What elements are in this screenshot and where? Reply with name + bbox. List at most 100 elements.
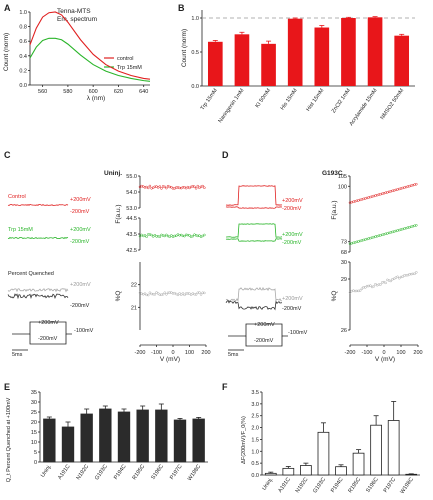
c-quench-point-20 <box>171 292 175 295</box>
d-xtick-label-4: 200 <box>413 350 422 356</box>
e-category-label-2: N192C <box>76 464 91 481</box>
d-quench-point-35 <box>408 273 411 276</box>
e-ytick-label-2: 10 <box>31 440 37 446</box>
c-trp-point-22 <box>175 234 178 238</box>
c-trp-point-26 <box>181 234 185 238</box>
d-quench-point-12 <box>369 284 372 287</box>
c-control-point-18 <box>168 185 171 189</box>
e-ytick-label-0: 0 <box>34 460 37 466</box>
c-quench-point-3 <box>143 292 147 295</box>
c-quench-point-15 <box>163 291 166 294</box>
f-category-label-4: P194C <box>330 477 345 494</box>
c-quench-point-39 <box>203 291 206 295</box>
b-ytick-label-0: 0.0 <box>191 84 199 90</box>
c-trp-point-18 <box>168 235 171 239</box>
c-upper-bottom-ytick-label-1: 43.5 <box>126 232 137 238</box>
panel-a-xlabel: λ (nm) <box>87 95 105 102</box>
f-bar-8 <box>405 473 418 476</box>
f-bar-4 <box>335 466 347 476</box>
b-bar-3 <box>287 18 303 86</box>
c-quench-point-23 <box>176 293 180 297</box>
c-quench-point-33 <box>193 292 196 296</box>
c-upper-bottom-ytick-label-0: 42.5 <box>126 248 137 254</box>
b-bar-7 <box>394 35 410 86</box>
d-quench-point-37 <box>411 272 415 276</box>
c-control-point-6 <box>148 184 152 188</box>
c-quench-point-25 <box>180 293 183 296</box>
f-bar-2 <box>300 465 312 476</box>
c-trace-trp <box>7 236 69 240</box>
d-quench-point-24 <box>389 279 393 283</box>
c-xtick-label-4: 200 <box>201 350 210 356</box>
c-upper-top-ytick-label-0: 53.0 <box>126 206 137 212</box>
e-bar-6 <box>155 409 168 463</box>
d-quench-point-39 <box>415 271 418 274</box>
a-ytick-label-0: 0.0 <box>19 83 27 89</box>
panel-letter-b: B <box>178 3 185 13</box>
b-category-label-6: Acrylamide 15mM <box>349 87 379 127</box>
f-ytick-label-7: 3.5 <box>251 390 259 396</box>
c-trp-point-5 <box>147 233 150 236</box>
c-quench-point-34 <box>194 293 198 296</box>
b-category-label-4: Hist 15mM <box>305 87 325 112</box>
e-category-label-7: P197C <box>169 464 184 481</box>
e-category-label-8: W198C <box>187 464 202 482</box>
c-xtick-label-3: 100 <box>185 350 194 356</box>
c-trp-point-39 <box>203 233 206 237</box>
c-protocol-step-down <box>29 334 67 345</box>
d-trace-control-down <box>225 206 283 209</box>
e-ytick-label-5: 25 <box>31 410 37 416</box>
d-quench-point-31 <box>401 275 404 278</box>
c-upper-top-ytick-label-2: 55.0 <box>126 174 137 180</box>
d-xtick-label-3: 100 <box>396 350 405 356</box>
c-trace-control <box>7 203 69 206</box>
c-control-point-33 <box>193 185 196 189</box>
c-trp-plus200: +200mV <box>70 227 91 233</box>
d-trace-trp-down <box>225 238 283 242</box>
c-control-point-24 <box>178 186 181 190</box>
f-bar-0 <box>264 472 277 476</box>
c-quench-point-37 <box>199 293 203 296</box>
d-quench-point-32 <box>403 274 406 277</box>
f-ytick-label-2: 1.0 <box>251 449 259 455</box>
c-lower-ytick-label-1: 22 <box>131 283 137 289</box>
c-upper-top-ytick-label-1: 54.0 <box>126 190 137 196</box>
f-ytick-label-1: 0.5 <box>251 461 259 467</box>
c-quench-point-7 <box>150 292 153 296</box>
f-ytick-label-0: 0.0 <box>251 473 259 479</box>
c-lower-ylabel: %Q <box>115 291 122 302</box>
c-quench-point-5 <box>147 293 150 297</box>
f-category-label-7: P197C <box>383 477 398 494</box>
c-control-point-26 <box>181 186 185 189</box>
d-trace-quenched <box>225 299 283 311</box>
b-bar-5 <box>341 18 356 86</box>
c-q-plus200: +200mV <box>70 282 91 288</box>
a-series-line-0 <box>29 11 151 80</box>
panel-b-chart: Count (norm) 0.0 0.5 1.0 Trp 15mMNaringenin… <box>181 10 415 127</box>
c-control-point-19 <box>170 186 173 189</box>
c-quench-point-4 <box>145 293 148 297</box>
c-trp-point-16 <box>165 233 168 237</box>
c-control-point-16 <box>165 186 168 190</box>
e-category-label-0: Uninj. <box>40 463 53 478</box>
d-quench-point-8 <box>362 285 365 289</box>
d-upper-ytick-label-0: 68 <box>341 250 347 256</box>
f-ytick-label-3: 1.5 <box>251 437 259 443</box>
d-quench-point-10 <box>365 284 369 288</box>
a-xtick-label-4: 640 <box>139 89 148 95</box>
panel-a-subtitle: Em. spectrum <box>57 16 97 23</box>
f-ytick-label-4: 2.0 <box>251 426 259 432</box>
c-trace-quenched-light <box>7 288 69 293</box>
c-quench-point-29 <box>186 292 190 295</box>
c-trp-point-30 <box>188 234 191 237</box>
e-category-label-4: P194C <box>113 464 128 481</box>
c-xtick-label-0: -200 <box>134 350 145 356</box>
b-bar-2 <box>261 43 276 86</box>
panel-f-ylabel: ΔF(200mV)/F_0(%) <box>241 416 247 464</box>
f-category-label-0: Uninj. <box>261 476 274 491</box>
c-quench-point-17 <box>166 291 170 295</box>
c-trp-point-32 <box>191 234 195 238</box>
d-xtick-label-0: -200 <box>344 350 355 356</box>
e-bar-8 <box>192 418 205 463</box>
